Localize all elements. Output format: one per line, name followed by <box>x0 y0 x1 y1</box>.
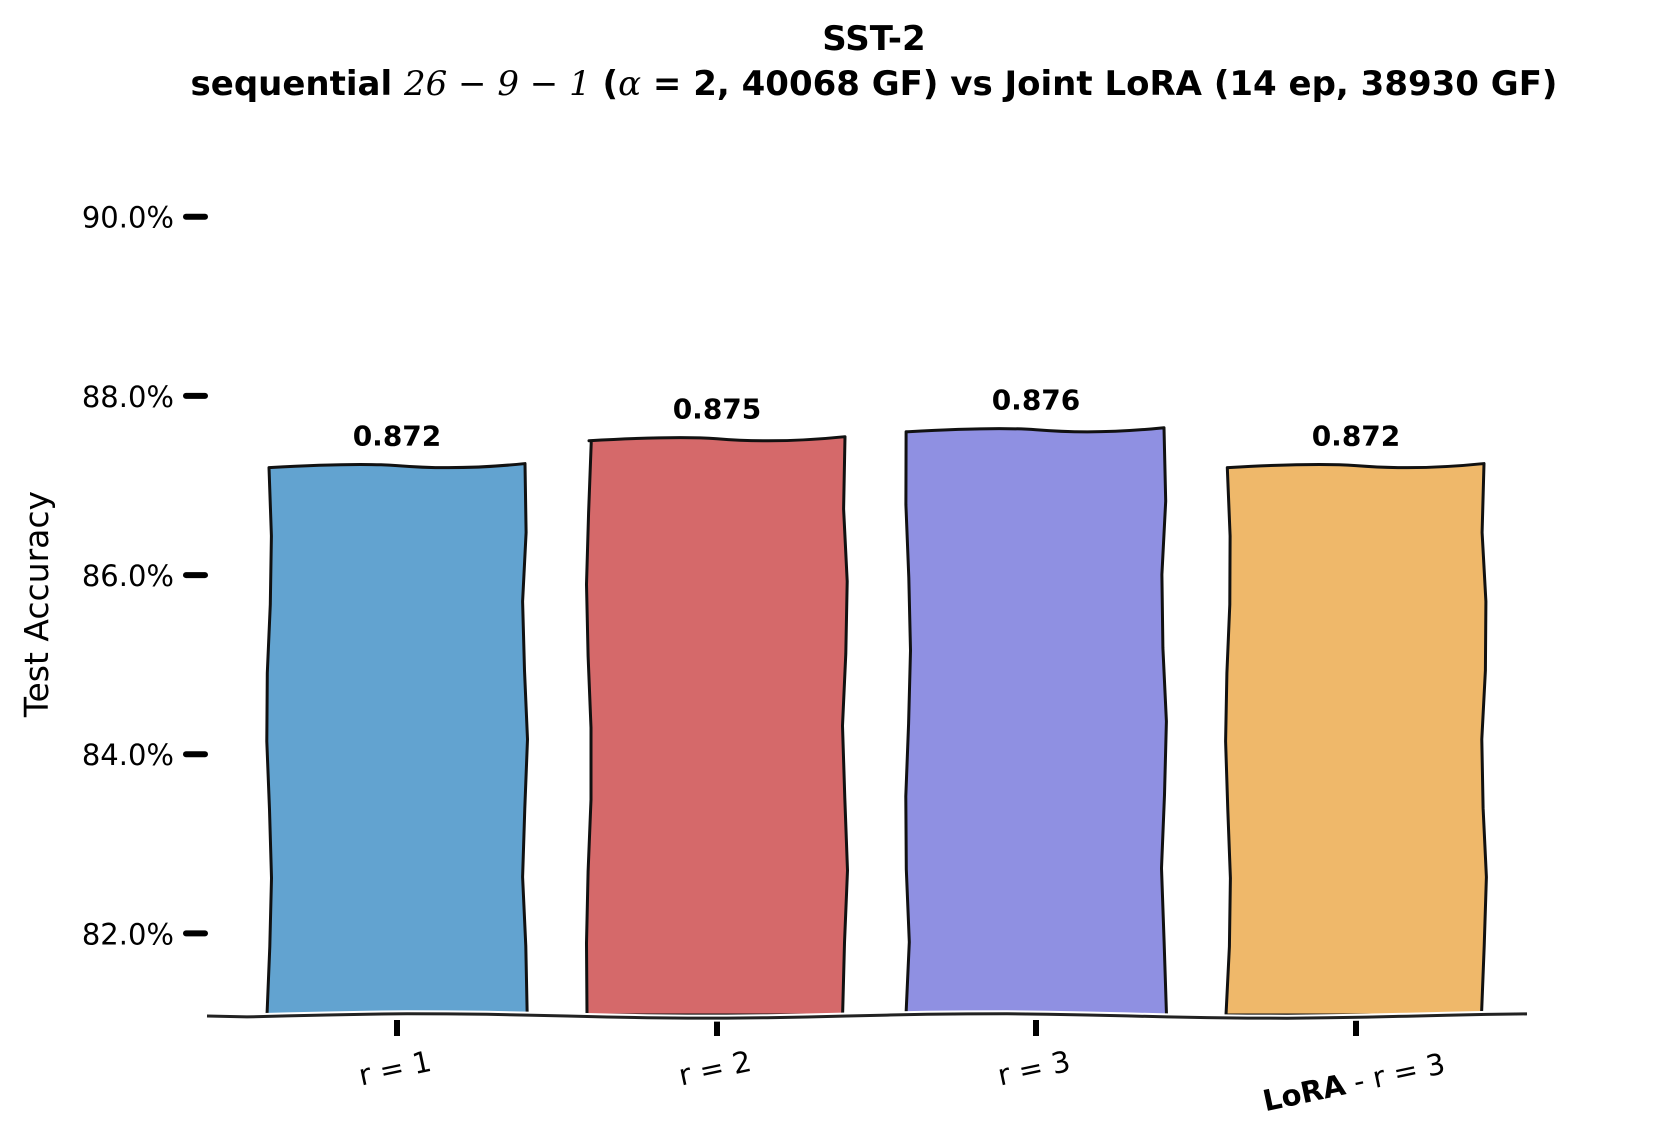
y-axis: 82.0% 84.0% 86.0% 88.0% 90.0% <box>82 201 208 951</box>
x-tick-label: r = 2 <box>676 1044 755 1092</box>
bar-value-label: 0.872 <box>353 420 442 453</box>
x-tick-label: r = 3 <box>995 1044 1074 1092</box>
x-tick-label: r = 1 <box>356 1044 435 1092</box>
y-axis-label: Test Accuracy <box>17 491 56 718</box>
title-part: = 2 <box>641 64 717 104</box>
chart-title-line2: sequential 26 − 9 − 1 (α = 2, 40068 GF) … <box>191 64 1558 104</box>
y-tick-label: 82.0% <box>82 917 174 951</box>
x-tick-label: LoRA - r = 3 <box>1260 1046 1448 1118</box>
chart-title: SST-2 sequential 26 − 9 − 1 (α = 2, 4006… <box>191 19 1558 104</box>
bar <box>585 435 849 1017</box>
title-part: , 40068 GF) vs Joint LoRA (14 ep, 38930 … <box>717 64 1558 104</box>
bar <box>265 462 529 1017</box>
bar-value-label: 0.875 <box>673 393 762 426</box>
bar-value-label: 0.872 <box>1312 420 1401 453</box>
y-tick-label: 88.0% <box>82 380 174 414</box>
bar <box>1224 462 1488 1017</box>
bar-value-label: 0.876 <box>992 384 1081 417</box>
x-tick-label-bold: LoRA <box>1260 1067 1349 1118</box>
y-tick-label: 90.0% <box>82 201 174 235</box>
chart-title-line1: SST-2 <box>822 19 925 59</box>
y-tick-label: 86.0% <box>82 559 174 593</box>
x-axis-line <box>206 1012 1528 1020</box>
title-part: α <box>618 64 641 104</box>
y-tick-label: 84.0% <box>82 738 174 772</box>
bar <box>904 426 1168 1017</box>
x-tick-label-text: r = 1 <box>356 1044 435 1092</box>
x-tick-label-text: r = 3 <box>995 1044 1074 1092</box>
title-part: sequential <box>191 64 404 104</box>
x-axis: r = 1 r = 2 r = 3 LoRA - r = 3 <box>206 1010 1528 1118</box>
x-tick-label-text: r = 2 <box>676 1044 755 1092</box>
bars-group: 0.872 0.875 0.876 0.872 <box>265 384 1488 1017</box>
x-tick-label-text: - r = 3 <box>1341 1046 1448 1100</box>
title-part: 26 − 9 − 1 <box>403 64 591 104</box>
title-part: ( <box>591 64 618 104</box>
